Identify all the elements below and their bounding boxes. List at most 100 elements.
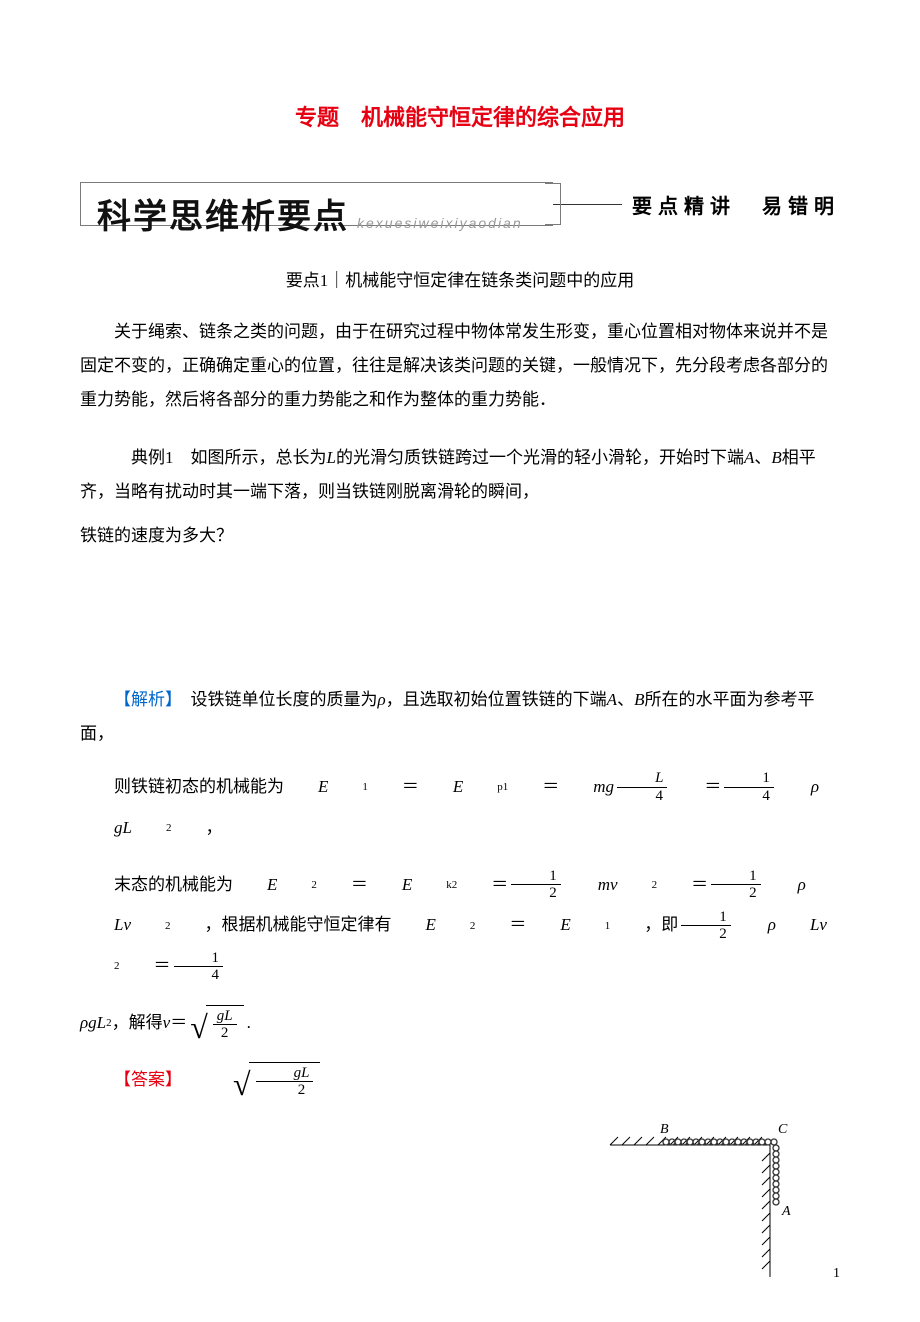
t: . bbox=[247, 1003, 251, 1044]
eq: ＝ bbox=[670, 767, 721, 808]
d: 4 bbox=[174, 967, 224, 984]
section-head: 要点1｜机械能守恒定律在链条类问题中的应用 bbox=[80, 266, 840, 291]
banner-right: 要点精讲 易错明 bbox=[632, 190, 840, 219]
eq: ＝ bbox=[368, 767, 419, 808]
n: L bbox=[617, 770, 667, 788]
n: 1 bbox=[724, 770, 774, 788]
eq: ＝ bbox=[508, 767, 559, 808]
eq: ＝ bbox=[657, 865, 708, 906]
t: 、 bbox=[617, 690, 634, 709]
answer-label: 【答案】 bbox=[80, 1060, 182, 1101]
sqrt-sign: √ bbox=[190, 1011, 208, 1043]
t: ， bbox=[171, 808, 222, 849]
label-C: C bbox=[778, 1122, 788, 1137]
v: ρ bbox=[764, 865, 806, 906]
var-A: A bbox=[744, 448, 754, 467]
banner-line bbox=[553, 204, 622, 205]
n: 1 bbox=[174, 950, 224, 968]
eq: ＝ bbox=[317, 865, 368, 906]
d: 2 bbox=[217, 1025, 233, 1042]
v: mv bbox=[564, 865, 618, 906]
v: E bbox=[233, 865, 277, 906]
sqrt-body: gL2 bbox=[206, 1005, 244, 1042]
s: 2 bbox=[131, 913, 171, 939]
analysis-label: 【解析】 bbox=[114, 690, 174, 709]
section-para: 关于绳索、链条之类的问题，由于在研究过程中物体常发生形变，重心位置相对物体来说并… bbox=[80, 315, 840, 417]
v: mg bbox=[559, 767, 614, 808]
s: 1 bbox=[571, 913, 611, 939]
eq: ＝ bbox=[475, 905, 526, 946]
example-text-1: 典例1 如图所示，总长为L的光滑匀质铁链跨过一个光滑的轻小滑轮，开始时下端A、B… bbox=[80, 441, 840, 509]
frac: 12 bbox=[681, 909, 731, 943]
t: ，解得 bbox=[112, 1003, 163, 1044]
page-title: 专题 机械能守恒定律的综合应用 bbox=[80, 100, 840, 132]
frac: gL2 bbox=[256, 1065, 314, 1099]
d: 2 bbox=[511, 885, 561, 902]
t: 则铁链初态的机械能为 bbox=[80, 767, 284, 808]
sqrt: √ gL2 bbox=[190, 1005, 243, 1042]
example-question: 铁链的速度为多大？ bbox=[80, 519, 840, 553]
d: 2 bbox=[681, 926, 731, 943]
n: 1 bbox=[711, 868, 761, 886]
v: E bbox=[419, 767, 463, 808]
n: gL bbox=[213, 1008, 237, 1026]
v: Lv bbox=[80, 905, 131, 946]
t: 、 bbox=[754, 448, 771, 467]
t: 末态的机械能为 bbox=[80, 865, 233, 906]
formula-1: 则铁链初态的机械能为 E1 ＝ Ep1 ＝ mg L4 ＝ 14 ρ gL2 ， bbox=[80, 767, 840, 849]
banner-cn: 科学思维析要点 bbox=[97, 189, 349, 238]
d: 4 bbox=[724, 788, 774, 805]
example-label: 典例1 bbox=[131, 448, 174, 467]
var-A2: A bbox=[607, 690, 617, 709]
v: E bbox=[284, 767, 328, 808]
frac: gL2 bbox=[213, 1008, 237, 1042]
var-B: B bbox=[771, 448, 781, 467]
banner-box: 科学思维析要点 kexuesiweixiyaodian bbox=[80, 182, 553, 226]
sqrt-body: gL2 bbox=[249, 1062, 321, 1099]
section-banner: 科学思维析要点 kexuesiweixiyaodian 要点精讲 易错明 bbox=[80, 182, 840, 226]
frac: 14 bbox=[724, 770, 774, 804]
frac: 14 bbox=[174, 950, 224, 984]
v: E bbox=[392, 905, 436, 946]
s: p1 bbox=[463, 774, 508, 800]
frac: 12 bbox=[711, 868, 761, 902]
page-number: 1 bbox=[833, 1266, 840, 1282]
d: 2 bbox=[711, 885, 761, 902]
eq: ＝ bbox=[120, 946, 171, 987]
frac: L4 bbox=[617, 770, 667, 804]
t: 设铁链单位长度的质量为 bbox=[174, 690, 378, 709]
analysis-para: 【解析】 设铁链单位长度的质量为ρ，且选取初始位置铁链的下端A、B所在的水平面为… bbox=[80, 683, 840, 751]
frac: 12 bbox=[511, 868, 561, 902]
eq: ＝ bbox=[457, 865, 508, 906]
s: 2 bbox=[618, 872, 658, 898]
v: E bbox=[368, 865, 412, 906]
v: E bbox=[526, 905, 570, 946]
s: 1 bbox=[328, 774, 368, 800]
v: Lv bbox=[776, 905, 827, 946]
t: 的光滑匀质铁链跨过一个光滑的轻小滑轮，开始时下端 bbox=[336, 448, 744, 467]
eq: ＝ bbox=[170, 1003, 187, 1044]
n: gL bbox=[256, 1065, 314, 1083]
v: v bbox=[163, 1003, 171, 1044]
t: ，即 bbox=[610, 905, 678, 946]
s: k2 bbox=[412, 872, 457, 898]
d: 2 bbox=[260, 1082, 310, 1099]
t: ，且选取初始位置铁链的下端 bbox=[386, 690, 607, 709]
d: 4 bbox=[617, 788, 667, 805]
v: ρ bbox=[777, 767, 819, 808]
formula-2: 末态的机械能为 E2 ＝ Ek2 ＝ 12 mv2 ＝ 12 ρ Lv2 ，根据… bbox=[80, 865, 840, 987]
var-rho: ρ bbox=[378, 690, 386, 709]
sqrt: √ gL2 bbox=[199, 1062, 320, 1099]
example-block: 典例1 如图所示，总长为L的光滑匀质铁链跨过一个光滑的轻小滑轮，开始时下端A、B… bbox=[80, 441, 840, 563]
formula-3: ρ gL2 ，解得 v ＝ √ gL2 . bbox=[80, 1003, 840, 1044]
s: 2 bbox=[80, 953, 120, 979]
label-B: B bbox=[660, 1122, 669, 1137]
n: 1 bbox=[511, 868, 561, 886]
v: gL bbox=[88, 1003, 106, 1044]
answer-line: 【答案】 √ gL2 bbox=[80, 1060, 840, 1101]
var-B2: B bbox=[634, 690, 644, 709]
s: 2 bbox=[277, 872, 317, 898]
s: 2 bbox=[132, 815, 172, 841]
t: 如图所示，总长为 bbox=[174, 448, 327, 467]
s: 2 bbox=[436, 913, 476, 939]
